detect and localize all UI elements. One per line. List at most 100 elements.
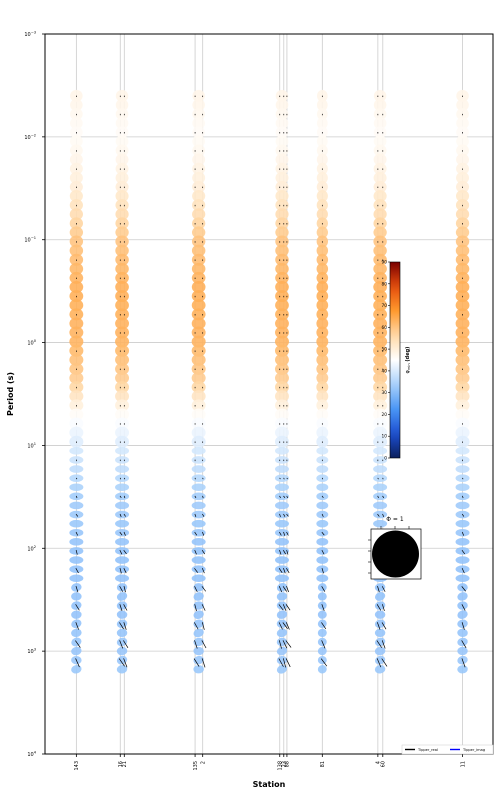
phase-tensor-ellipse (115, 381, 130, 394)
station-label: 11 (460, 761, 466, 767)
tipper-real-arrow (462, 495, 464, 499)
phase-tensor-ellipse (316, 501, 329, 510)
station-label: 135 (193, 761, 199, 771)
scale-reference-ellipse: Φ = 1 (368, 516, 422, 580)
phase-tensor-ellipse (373, 171, 387, 184)
phase-tensor-ellipse (373, 435, 388, 448)
tipper-real-arrow (279, 531, 282, 536)
phase-tensor-ellipse (192, 126, 206, 139)
phase-tensor-ellipse (317, 610, 327, 619)
phase-tensor-ellipse (115, 217, 129, 230)
phase-tensor-ellipse (373, 217, 387, 230)
tipper-real-arrow (123, 549, 127, 555)
phase-tensor-ellipse (373, 465, 388, 473)
phase-tensor-ellipse (316, 135, 328, 148)
phase-tensor-ellipse (191, 510, 206, 519)
tipper-real-arrow (321, 531, 325, 536)
tipper-real-arrow (282, 586, 287, 592)
tipper-real-arrow (382, 513, 385, 517)
tipper-real-arrow (194, 531, 198, 536)
tipper-real-arrow (286, 586, 289, 593)
phase-tensor-ellipse (191, 547, 206, 555)
phase-tensor-ellipse (115, 226, 129, 239)
tipper-real-arrow (123, 495, 126, 499)
tipper-real-arrow (119, 568, 122, 574)
y-tick-exponent: −1 (31, 236, 36, 240)
phase-tensor-ellipse (115, 126, 129, 139)
phase-tensor-ellipse (275, 226, 289, 239)
tipper-arrows (75, 95, 467, 668)
tipper-real-arrow (123, 640, 129, 649)
tipper-real-arrow (285, 604, 291, 611)
phase-tensor-ellipse (374, 619, 386, 629)
phase-tensor-ellipse (373, 226, 387, 239)
colorbar: 0 10 20 30 40 50 60 70 80 90 φmin (deg) (382, 260, 412, 462)
phase-tensor-ellipse (192, 135, 206, 148)
scale-reference-circle (372, 530, 419, 578)
tipper-real-arrow (278, 586, 283, 593)
y-tick-label: 102 (27, 545, 36, 553)
phase-tensor-ellipse (191, 308, 206, 321)
tipper-real-arrow (278, 568, 283, 573)
phase-tensor-ellipse (455, 447, 470, 455)
phase-tensor-ellipse (115, 190, 129, 203)
phase-tensor-ellipse (69, 244, 84, 257)
phase-tensor-ellipse (316, 353, 329, 366)
phase-tensor-ellipse (115, 417, 130, 430)
phase-tensor-ellipse (373, 483, 388, 492)
phase-tensor-ellipse (373, 417, 388, 430)
tipper-real-arrow (321, 622, 327, 630)
tipper-real-arrow (278, 658, 284, 667)
phase-tensor-ellipse (115, 144, 129, 157)
phase-tensor-ellipse (274, 408, 289, 421)
phase-tensor-ellipse (457, 592, 468, 601)
tipper-real-arrow (194, 604, 197, 612)
phase-tensor-ellipse (275, 153, 289, 166)
tipper-real-arrow (377, 495, 379, 499)
phase-tensor-ellipse (373, 89, 387, 102)
tipper-real-arrow (202, 531, 205, 536)
phase-tensor-ellipse (191, 556, 206, 564)
phase-tensor-ellipse (192, 190, 206, 203)
tipper-real-arrow (282, 622, 288, 629)
tipper-real-arrow (461, 568, 465, 574)
phase-tensor-ellipse (71, 664, 82, 674)
phase-tensor-ellipse (69, 317, 84, 330)
phase-tensor-ellipse (275, 299, 289, 312)
phase-tensor-ellipse (115, 390, 130, 403)
phase-tensor-ellipse (115, 519, 130, 528)
phase-tensor-ellipse (71, 646, 82, 656)
tipper-real-arrow (279, 495, 281, 499)
tipper-real-arrow (282, 604, 287, 611)
phase-tensor-ellipse (455, 335, 470, 348)
tipper-real-arrow (286, 477, 288, 480)
phase-tensor-ellipse (191, 335, 206, 348)
y-tick-label: 104 (27, 751, 36, 759)
tipper-real-arrow (201, 586, 206, 592)
phase-tensor-ellipse (316, 465, 329, 473)
phase-tensor-ellipse (455, 574, 470, 583)
phase-tensor-ellipse (69, 226, 84, 239)
phase-tensor-ellipse (274, 353, 289, 366)
phase-tensor-ellipse (191, 262, 206, 275)
tipper-real-arrow (321, 495, 324, 499)
tipper-real-arrow (285, 640, 292, 648)
phase-tensor-ellipse (455, 408, 470, 421)
phase-tensor-ellipse (455, 244, 470, 257)
phase-tensor-ellipse (274, 426, 289, 439)
tipper-real-arrow (286, 495, 289, 499)
phase-tensor-ellipse (115, 565, 130, 573)
phase-tensor-ellipse (373, 519, 388, 528)
phase-tensor-ellipse (115, 308, 129, 321)
tipper-real-arrow (286, 513, 289, 517)
phase-tensor-ellipse (456, 99, 469, 112)
colorbar-tick-label: 50 (382, 347, 388, 353)
phase-tensor-ellipse (373, 135, 387, 148)
phase-tensor-ellipse (191, 317, 206, 330)
phase-tensor-ellipse (115, 362, 130, 375)
tipper-real-arrow (285, 622, 290, 630)
tipper-real-arrow (119, 586, 123, 592)
station-label: 143 (74, 761, 80, 771)
tipper-real-arrow (461, 586, 466, 592)
